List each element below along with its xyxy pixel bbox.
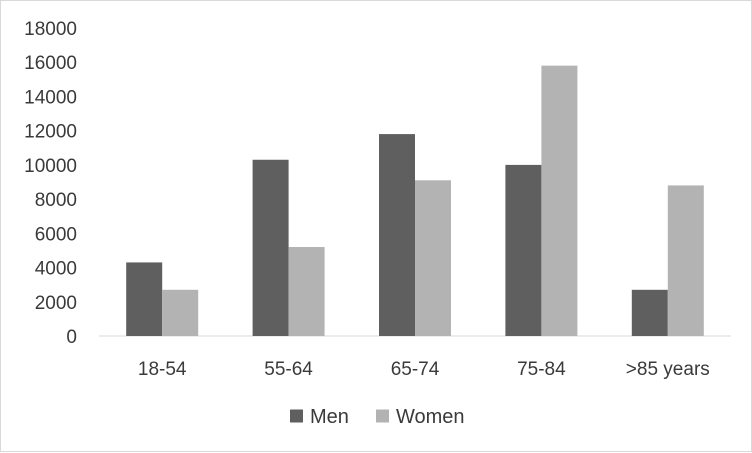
x-category-label: 18-54 — [138, 359, 187, 380]
legend-label-women: Women — [396, 406, 465, 428]
y-axis-ticks: 0 2000 4000 6000 8000 10000 12000 14000 16000 180… — [24, 19, 77, 348]
legend-label-men: Men — [310, 406, 349, 428]
bar-men-4 — [505, 164, 542, 336]
bar-men-5 — [631, 289, 668, 336]
y-tick-label: 10000 — [24, 156, 77, 177]
bar-men-2 — [252, 159, 289, 336]
x-axis-labels: 18-54 55-64 65-74 75-84 >85 years — [138, 359, 710, 380]
x-category-label: 55-64 — [264, 359, 313, 380]
y-tick-label: 14000 — [24, 87, 77, 108]
y-tick-label: 2000 — [35, 293, 77, 314]
bar-women-5 — [667, 185, 704, 336]
bar-women-3 — [415, 180, 451, 336]
y-tick-label: 18000 — [24, 19, 77, 40]
bar-women-4 — [541, 65, 578, 337]
bar-women-1 — [162, 289, 199, 336]
bars-group — [126, 65, 704, 337]
legend: Men Women — [290, 406, 465, 428]
x-category-label: 65-74 — [391, 359, 440, 380]
x-category-label: 75-84 — [517, 359, 566, 380]
y-tick-label: 6000 — [35, 224, 77, 245]
y-tick-label: 16000 — [24, 53, 77, 74]
y-tick-label: 4000 — [35, 259, 77, 280]
bar-men-3 — [379, 134, 415, 336]
legend-swatch-women — [376, 409, 389, 423]
legend-swatch-men — [290, 409, 303, 423]
x-category-label: >85 years — [626, 359, 710, 380]
y-tick-label: 12000 — [24, 122, 77, 143]
bar-men-1 — [126, 262, 163, 336]
y-tick-label: 0 — [66, 327, 77, 348]
bar-women-2 — [288, 247, 325, 336]
y-tick-label: 8000 — [35, 190, 77, 211]
